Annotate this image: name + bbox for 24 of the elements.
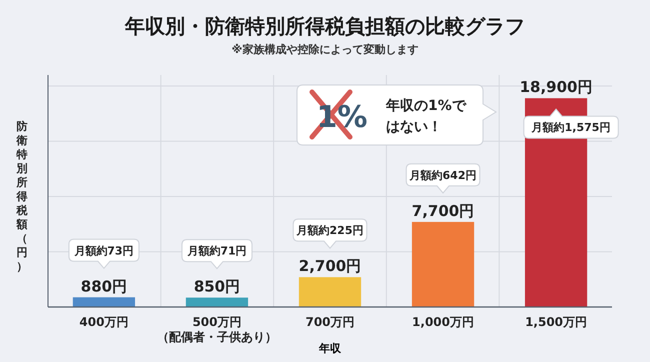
annotation: 月額約71円	[186, 244, 247, 258]
data-label: 880円	[80, 277, 128, 296]
data-label: 7,700円	[412, 202, 474, 220]
x-tick-label: 500万円（配偶者・子供あり）	[156, 315, 277, 344]
data-label: 850円	[194, 278, 240, 296]
bar	[72, 297, 136, 307]
bar	[298, 277, 362, 307]
annotation: 月額約225円	[296, 224, 364, 238]
annotation: 月額約1,575円	[530, 121, 610, 134]
chart-title: 年収別・防衛特別所得税負担額の比較グラフ	[124, 14, 525, 38]
annotation: 月額約642円	[408, 168, 477, 182]
data-label: 18,900円	[520, 78, 592, 96]
annotation: 月額約73円	[73, 244, 134, 258]
x-tick-label: 400万円	[79, 315, 128, 329]
chart-subtitle: ※家族構成や控除によって変動します	[232, 43, 418, 56]
annotation: 年収の1%ではない！	[385, 98, 467, 135]
bar	[412, 222, 474, 307]
x-tick-label: 700万円	[305, 315, 355, 329]
bar	[186, 298, 248, 307]
text: 防衛特別所得税額（円）	[16, 120, 28, 273]
x-tick-label: 1,500万円	[525, 315, 588, 329]
x-tick-label: 1,000万円	[412, 315, 474, 329]
x-axis-title: 年収	[318, 342, 342, 355]
data-label: 2,700円	[298, 257, 362, 276]
